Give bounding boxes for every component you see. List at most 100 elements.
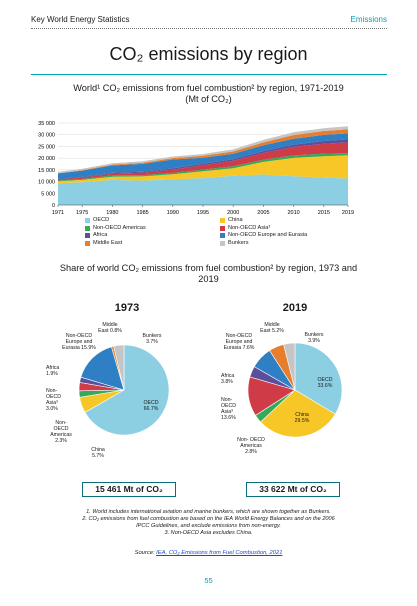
legend-swatch — [85, 218, 90, 224]
pie-1973-label-mideast: Middle East 0.8% — [97, 322, 123, 334]
area-series-oecd — [58, 174, 348, 205]
label-text: Bunkers 3.9% — [304, 332, 324, 344]
pie-charts — [78, 342, 343, 438]
pie-2019-label-americas: Non- OECD Americas 2.8% — [236, 437, 266, 455]
legend-label: Non-OECD Americas — [93, 224, 146, 231]
area-series-non-oecd-asia- — [58, 142, 348, 181]
legend-row: Africa Non-OECD Europe and Eurasia — [85, 232, 355, 240]
legend-swatch — [85, 240, 90, 246]
pie-2019-slice-china — [260, 389, 336, 438]
footnote-3: 3. Non-OECD Asia excludes China. — [164, 530, 253, 536]
legend-item: Africa — [85, 232, 220, 240]
pie-2019-label-europe: Non-OECD Europe and Eurasia 7.6% — [219, 333, 259, 351]
label-text: Middle East 5.2% — [260, 322, 284, 334]
footnote-2-cont: IPCC Guidelines, and exclude emissions f… — [136, 523, 281, 529]
footnote-1: 1. World includes international aviation… — [86, 509, 331, 515]
source-prefix: Source: — [134, 550, 157, 556]
area-chart-title-line1: World¹ CO₂ emissions from fuel combustio… — [73, 83, 344, 93]
x-tick-label: 2010 — [288, 210, 300, 216]
legend-label: Non-OECD Asia³ — [228, 224, 271, 231]
share-title: Share of world CO₂ emissions from fuel c… — [40, 263, 377, 285]
pie-2019-label-mideast: Middle East 5.2% — [259, 322, 285, 334]
label-text: Non- OECD Americas 2.8% — [237, 437, 265, 455]
legend-row: OECD China — [85, 217, 355, 225]
x-tick-label: 1985 — [136, 210, 148, 216]
legend-item: OECD — [85, 217, 220, 225]
legend-label: China — [228, 217, 243, 223]
pie-2019-year: 2019 — [282, 302, 308, 314]
area-chart-title: World¹ CO₂ emissions from fuel combustio… — [40, 83, 377, 105]
pie-2019-label-africa: Africa 3.8% — [221, 373, 243, 385]
share-title-line1: Share of world CO₂ emissions from fuel c… — [59, 263, 358, 273]
legend-item: Non-OECD Asia³ — [220, 225, 355, 233]
label-text: OECD 66.7% — [143, 400, 159, 412]
x-tick-label: 2005 — [257, 210, 269, 216]
legend-swatch — [85, 225, 90, 231]
label-text: Bunkers 3.7% — [142, 333, 162, 345]
x-tick-label: 2019 — [342, 210, 354, 216]
x-tick-label: 1971 — [52, 210, 64, 216]
pie-1973-year: 1973 — [114, 302, 140, 314]
y-tick-label: 0 — [52, 203, 55, 209]
area-chart: 0 5 000 10 000 15 000 20 000 25 000 30 000 35 0… — [38, 121, 354, 216]
pie-2019-total: 33 622 Mt of CO₂ — [246, 482, 340, 497]
area-series-middle-east — [58, 129, 348, 174]
legend-swatch — [220, 218, 225, 224]
legend-swatch — [220, 233, 225, 239]
pie-1973-label-oecd: OECD 66.7% — [138, 400, 164, 412]
area-series-non-oecd-americas — [58, 153, 348, 182]
label-text: China 29.5% — [294, 412, 310, 424]
y-tick-label: 15 000 — [38, 168, 55, 174]
label-text: Non- OECD Asia³ 13.6% — [221, 397, 236, 421]
area-series-non-oecd-europe-and-eurasia — [58, 133, 348, 179]
area-series-africa — [58, 139, 348, 180]
label-text: Africa 3.8% — [221, 373, 235, 385]
label-text: Non- OECD Americas 2.3% — [50, 420, 72, 444]
x-tick-label: 1995 — [197, 210, 209, 216]
pie-2019-slice-bunkers — [283, 342, 296, 391]
source-line: Source: IEA, CO₂ Emissions from Fuel Com… — [40, 550, 377, 556]
legend-label: OECD — [93, 217, 110, 223]
legend-row: Non-OECD Americas Non-OECD Asia³ — [85, 225, 355, 233]
x-tick-label: 1990 — [167, 210, 179, 216]
footnote-2: 2. CO₂ emissions from fuel combustion ar… — [82, 516, 335, 522]
title-divider — [31, 74, 387, 75]
pie-2019-slice-oecd — [294, 342, 343, 415]
area-chart-legend: OECD China Non-OECD Americas Non-OECD Asia³… — [85, 217, 355, 247]
x-tick-label: 2015 — [318, 210, 330, 216]
source-link[interactable]: IEA, CO₂ Emissions from Fuel Combustion,… — [156, 550, 283, 556]
y-tick-label: 35 000 — [38, 121, 55, 127]
label-text: OECD 33.6% — [317, 377, 333, 389]
pie-1973-label-china: China 5.7% — [85, 447, 111, 459]
y-tick-label: 30 000 — [38, 133, 55, 139]
legend-item: Non-OECD Americas — [85, 225, 220, 233]
legend-item: Middle East — [85, 240, 220, 248]
pie-1973-label-africa: Africa 1.9% — [46, 365, 70, 377]
legend-label: Non-OECD Europe and Eurasia — [228, 232, 308, 238]
pie-1973-slice-bunkers — [113, 344, 125, 391]
x-tick-label: 2000 — [227, 210, 239, 216]
label-text: China 5.7% — [91, 447, 105, 459]
y-tick-label: 5 000 — [41, 191, 55, 197]
label-text: Non-OECD Europe and Eurasia 15.9% — [62, 333, 96, 351]
x-tick-label: 1975 — [76, 210, 88, 216]
legend-item: Non-OECD Europe and Eurasia — [220, 232, 355, 240]
share-title-line2: 2019 — [198, 274, 219, 284]
pie-1973-slice-non-oecd-europe-and-eurasia — [80, 346, 125, 391]
legend-row: Middle East Bunkers — [85, 240, 355, 248]
legend-item: China — [220, 217, 355, 225]
pie-1973-label-europe: Non-OECD Europe and Eurasia 15.9% — [58, 333, 100, 351]
pie-2019-label-china: China 29.5% — [290, 412, 314, 424]
label-text: Africa 1.9% — [46, 365, 60, 377]
page-title: CO₂ emissions by region — [109, 44, 308, 64]
legend-swatch — [85, 233, 90, 239]
pie-2019-label-asia: Non- OECD Asia³ 13.6% — [221, 397, 247, 421]
page-number: 55 — [204, 576, 213, 585]
legend-label: Africa — [93, 232, 108, 238]
pie-1973-slice-oecd — [84, 344, 170, 436]
x-tick-label: 1980 — [106, 210, 118, 216]
header-section: Emissions — [350, 15, 387, 24]
label-text: Non- OECD Asia³ 3.0% — [46, 388, 61, 412]
y-tick-label: 20 000 — [38, 156, 55, 162]
pie-1973-label-americas: Non- OECD Americas 2.3% — [48, 420, 74, 444]
